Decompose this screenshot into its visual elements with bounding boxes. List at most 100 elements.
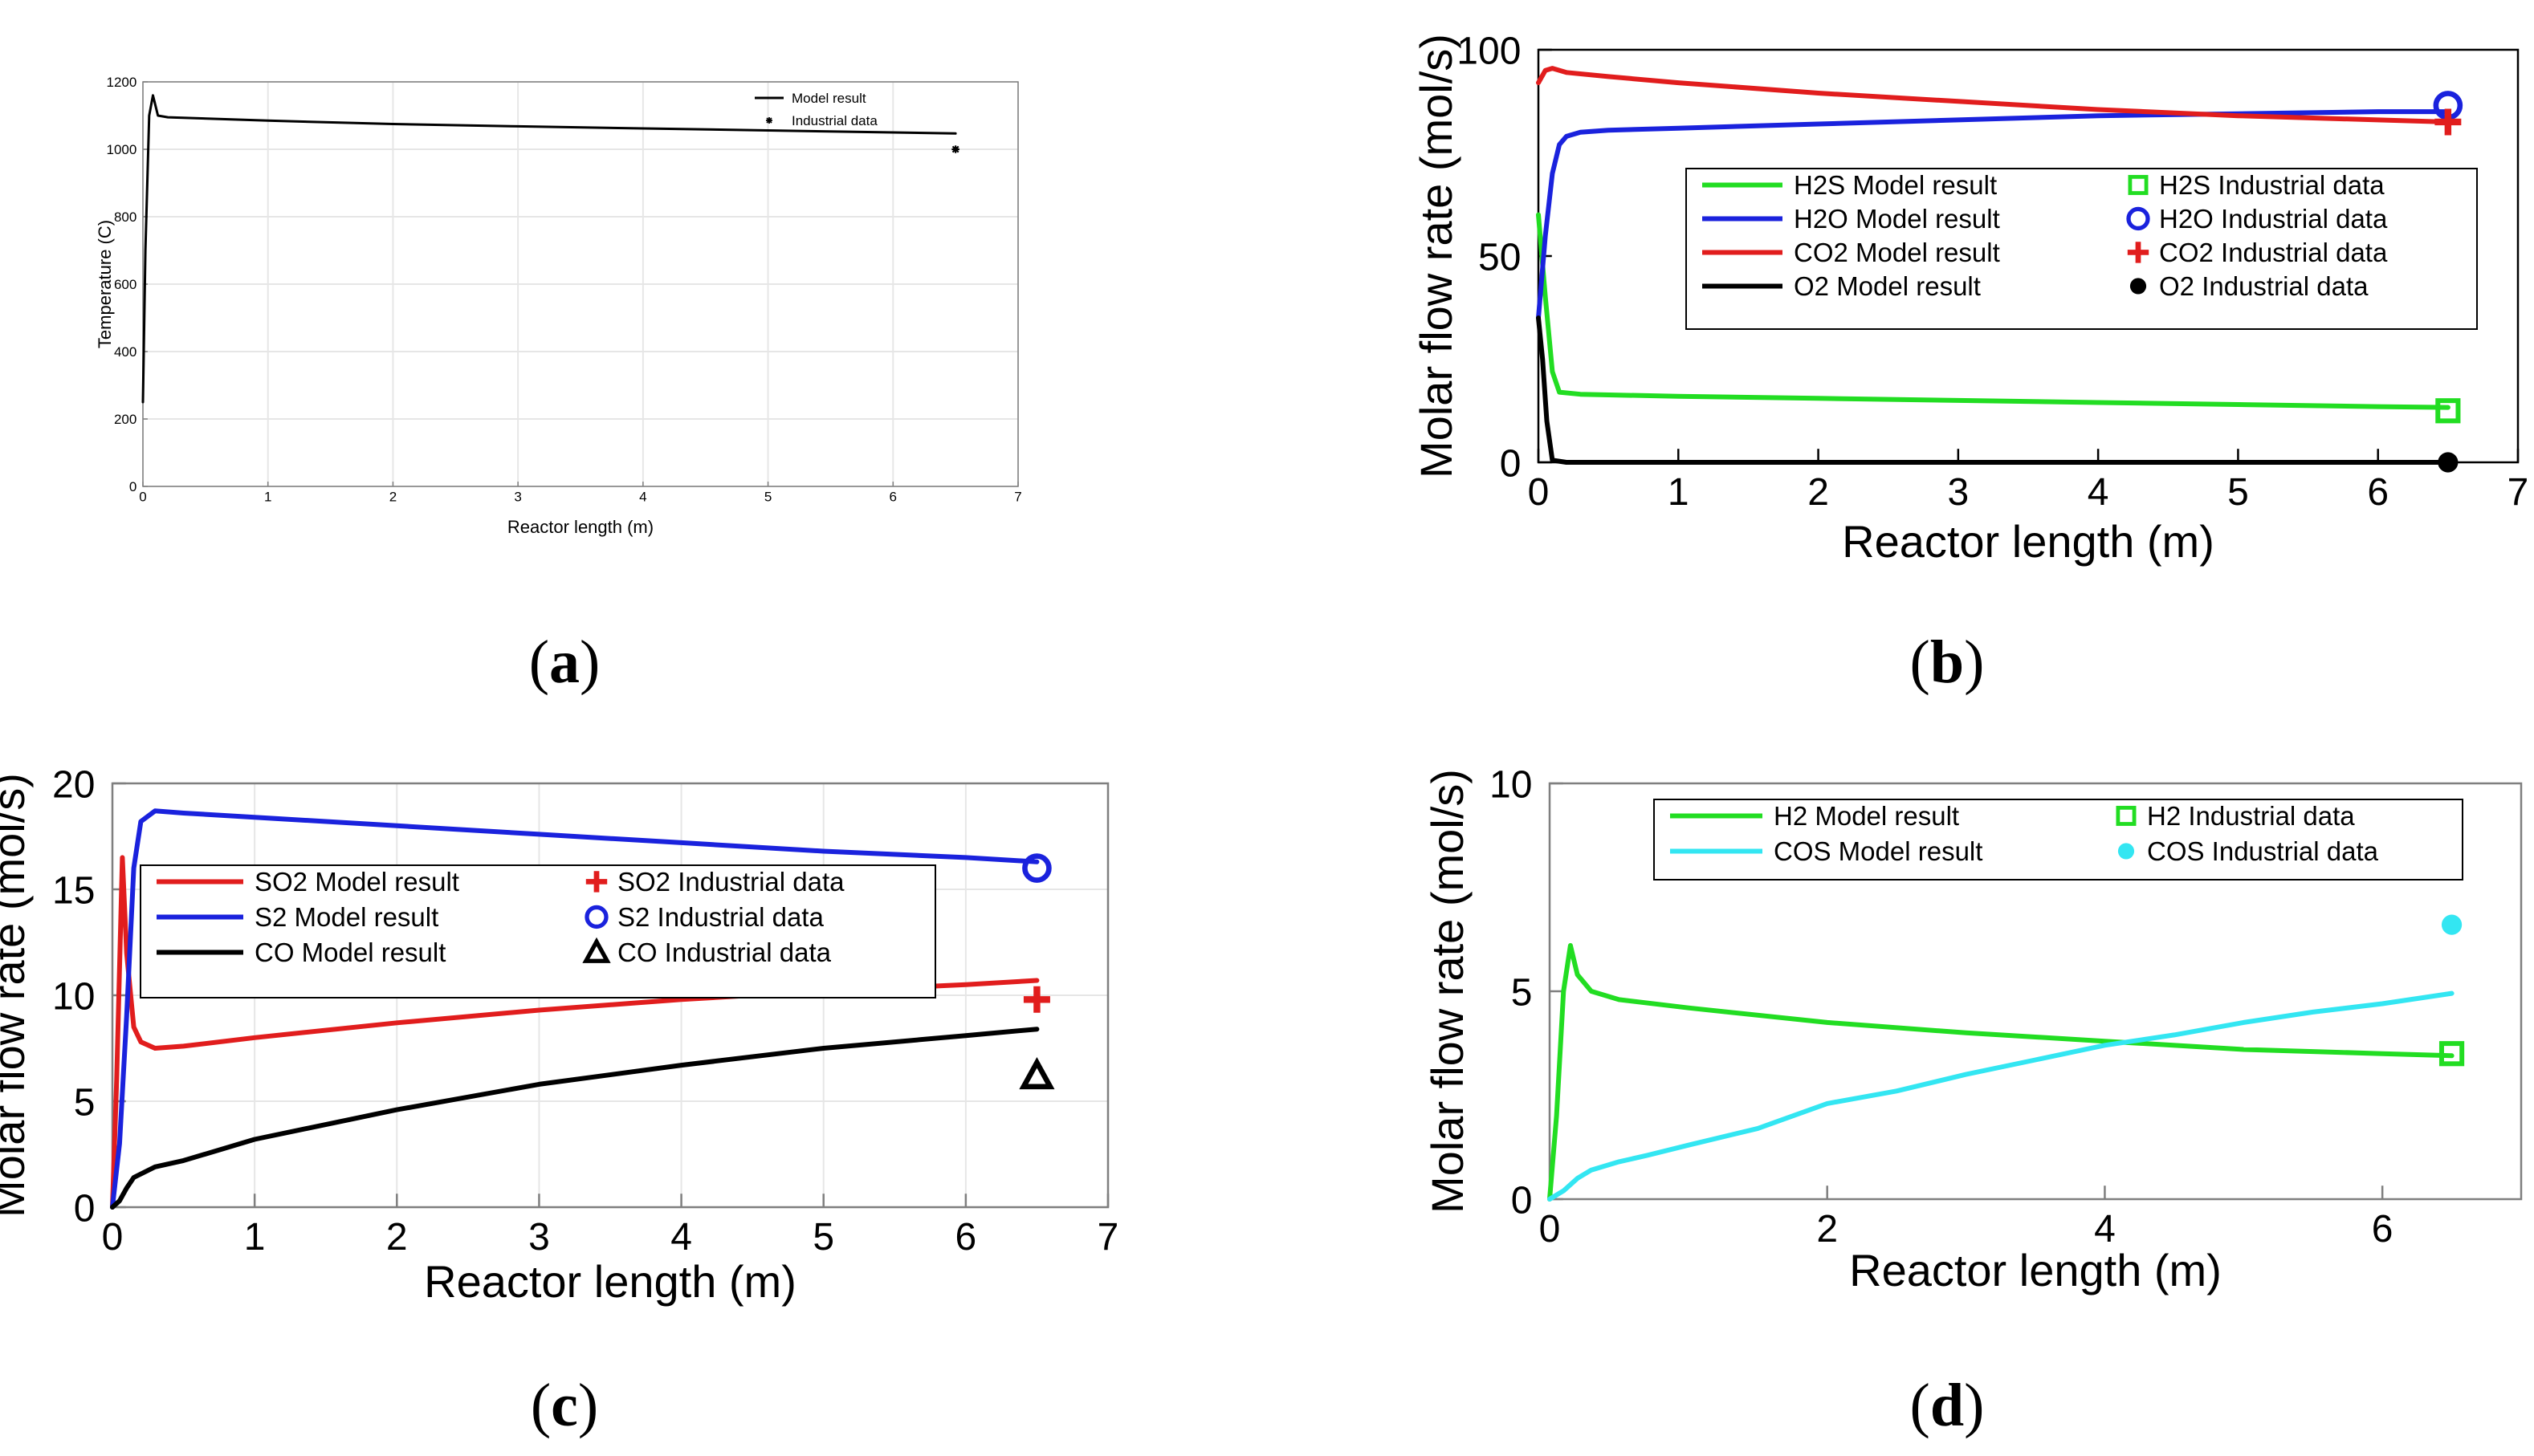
chart-d-series-3-point-0 bbox=[2441, 914, 2463, 935]
chart-b-legend-label-3: O2 Model result bbox=[1794, 271, 1981, 301]
chart-c-xtick-label-5: 5 bbox=[813, 1216, 834, 1259]
chart-c-molar-flow: 0 1 2 3 4 5 6 7 0 5 10 15 20 Reactor length (m) Molar … bbox=[0, 763, 1119, 1307]
chart-c-series-3-point-0 bbox=[1023, 986, 1050, 1013]
chart-c-series-2-line bbox=[110, 1027, 1040, 1210]
chart-b-legend-swatch-6-shape bbox=[2127, 242, 2149, 263]
chart-c-ytick-label-0: 0 bbox=[74, 1187, 96, 1230]
chart-b-legend-swatch-6 bbox=[2127, 242, 2149, 263]
chart-b-series-2-line bbox=[1536, 66, 2450, 124]
chart-d-series-0-line bbox=[1547, 943, 2455, 1202]
chart-a-ytick-label-5: 1000 bbox=[107, 142, 137, 157]
chart-b-series-7-point-0-shape bbox=[2438, 452, 2459, 473]
chart-d-legend-label-2: H2 Industrial data bbox=[2147, 801, 2355, 831]
chart-b-series-7-point-0 bbox=[2438, 452, 2459, 473]
chart-b-series-6-point-0 bbox=[2434, 108, 2462, 136]
chart-d-ylabel: Molar flow rate (mol/s) bbox=[1422, 769, 1473, 1214]
chart-b-legend-label-5: H2O Industrial data bbox=[2159, 204, 2388, 234]
chart-a-marker-group bbox=[951, 145, 959, 153]
chart-b-legend-label-7: O2 Industrial data bbox=[2159, 271, 2369, 301]
chart-d-legend-label-1: COS Model result bbox=[1774, 836, 1982, 866]
chart-c-legend-swatch-3 bbox=[585, 871, 608, 893]
chart-d-legend-swatch-3-shape bbox=[2117, 843, 2135, 860]
chart-b-xtick-label-6: 6 bbox=[2367, 471, 2389, 514]
chart-d-legend-label-0: H2 Model result bbox=[1774, 801, 1959, 831]
chart-b-legend-swatch-4 bbox=[2128, 174, 2149, 195]
chart-d-marker-group bbox=[2438, 914, 2465, 1067]
chart-c-legend-swatch-5-shape bbox=[582, 937, 611, 963]
chart-a-xtick-label-2: 2 bbox=[389, 490, 397, 505]
chart-a-legend-label-1: Industrial data bbox=[792, 113, 878, 128]
chart-d-xtick-label-3: 6 bbox=[2372, 1208, 2393, 1251]
chart-c-xtick-label-2: 2 bbox=[386, 1216, 408, 1259]
chart-c-legend-swatch-4 bbox=[585, 905, 609, 929]
chart-b-ytick-label-2: 100 bbox=[1456, 30, 1521, 72]
chart-d-series-3-point-0-shape bbox=[2441, 914, 2463, 935]
chart-d-ytick-label-1: 5 bbox=[1511, 971, 1533, 1014]
chart-c-ylabel: Molar flow rate (mol/s) bbox=[0, 773, 34, 1218]
chart-c-series-3-point-0-shape bbox=[1023, 986, 1050, 1013]
chart-b-legend-swatch-4-shape bbox=[2128, 174, 2149, 195]
chart-d-legend-swatch-2-shape bbox=[2116, 805, 2137, 826]
chart-d-series-1-line bbox=[1547, 990, 2455, 1202]
chart-b-xtick-label-0: 0 bbox=[1528, 471, 1550, 514]
chart-c-xtick-label-6: 6 bbox=[955, 1216, 977, 1259]
chart-a-legend-swatch-1 bbox=[766, 117, 772, 124]
chart-c-ytick-label-4: 20 bbox=[52, 763, 95, 806]
chart-c-series-1-line bbox=[110, 808, 1040, 1210]
chart-d-legend-label-3: COS Industrial data bbox=[2147, 836, 2379, 866]
chart-a-xtick-label-7: 7 bbox=[1014, 490, 1021, 505]
chart-a-ytick-label-2: 400 bbox=[114, 344, 136, 360]
chart-d-series-group bbox=[1547, 943, 2455, 1202]
chart-c-ytick-label-1: 5 bbox=[74, 1081, 96, 1124]
chart-b-xtick-label-2: 2 bbox=[1807, 471, 1829, 514]
chart-b-xtick-label-5: 5 bbox=[2227, 471, 2249, 514]
chart-a-xtick-label-5: 5 bbox=[764, 490, 772, 505]
chart-a-series-group bbox=[141, 94, 957, 404]
chart-a-ytick-label-6: 1200 bbox=[107, 75, 137, 90]
chart-b-series-3-line bbox=[1536, 315, 2450, 465]
caption-b: (b) bbox=[1909, 628, 1985, 696]
chart-c-legend: SO2 Model result S2 Model result CO Model … bbox=[140, 864, 936, 998]
chart-c-series-4-point-0-shape bbox=[1022, 853, 1052, 883]
chart-d-legend-swatch-3 bbox=[2117, 843, 2135, 860]
chart-c-legend-label-4: S2 Industrial data bbox=[617, 902, 824, 932]
chart-a-ytick-label-4: 800 bbox=[114, 209, 136, 225]
chart-b-xtick-label-3: 3 bbox=[1948, 471, 1970, 514]
chart-c-xtick-label-1: 1 bbox=[244, 1216, 266, 1259]
chart-c-legend-label-2: CO Model result bbox=[255, 937, 446, 967]
chart-b-series-4-point-0 bbox=[2435, 398, 2461, 424]
chart-c-ytick-label-2: 10 bbox=[52, 975, 95, 1018]
chart-c-ytick-label-3: 15 bbox=[52, 869, 95, 912]
chart-b-series-group bbox=[1536, 66, 2450, 465]
caption-a: (a) bbox=[528, 628, 601, 696]
chart-c-xtick-label-0: 0 bbox=[102, 1216, 124, 1259]
chart-b-xlabel: Reactor length (m) bbox=[1842, 516, 2214, 567]
chart-a-xtick-label-1: 1 bbox=[264, 490, 271, 505]
chart-c-legend-label-3: SO2 Industrial data bbox=[617, 867, 845, 897]
chart-c-xtick-label-4: 4 bbox=[670, 1216, 692, 1259]
chart-c-xtick-label-3: 3 bbox=[528, 1216, 550, 1259]
chart-d-legend: H2 Model result COS Model result H2 Indust… bbox=[1653, 799, 2463, 881]
chart-d-ytick-label-0: 0 bbox=[1511, 1179, 1533, 1222]
chart-d-ytick-label-2: 10 bbox=[1489, 763, 1532, 806]
chart-b-xtick-label-1: 1 bbox=[1668, 471, 1689, 514]
chart-b-legend-box bbox=[1685, 168, 2478, 330]
chart-c-legend-swatch-3-shape bbox=[585, 871, 608, 893]
chart-c-legend-swatch-4-shape bbox=[585, 905, 609, 929]
chart-a-legend-label-0: Model result bbox=[792, 91, 866, 106]
chart-d-xlabel: Reactor length (m) bbox=[1849, 1245, 2222, 1295]
chart-b-legend-label-1: H2O Model result bbox=[1794, 204, 2000, 234]
chart-c-series-5-point-0 bbox=[1019, 1056, 1055, 1090]
chart-a-ylabel: Temperature (C) bbox=[95, 220, 115, 348]
chart-c-xtick-label-7: 7 bbox=[1098, 1216, 1119, 1259]
chart-a-xtick-label-0: 0 bbox=[139, 490, 146, 505]
chart-b-legend-label-0: H2S Model result bbox=[1794, 170, 1997, 200]
chart-d-legend-box bbox=[1653, 799, 2463, 881]
caption-d: (d) bbox=[1909, 1372, 1985, 1439]
chart-b-legend-swatch-5-shape bbox=[2126, 206, 2150, 231]
chart-c-marker-group bbox=[1019, 853, 1055, 1090]
chart-b-series-0-line bbox=[1536, 212, 2450, 410]
chart-d-molar-flow: 0 2 4 6 0 5 10 Reactor length (m) Molar flow rat… bbox=[1422, 763, 2523, 1295]
chart-b-legend-swatch-7 bbox=[2129, 278, 2147, 295]
